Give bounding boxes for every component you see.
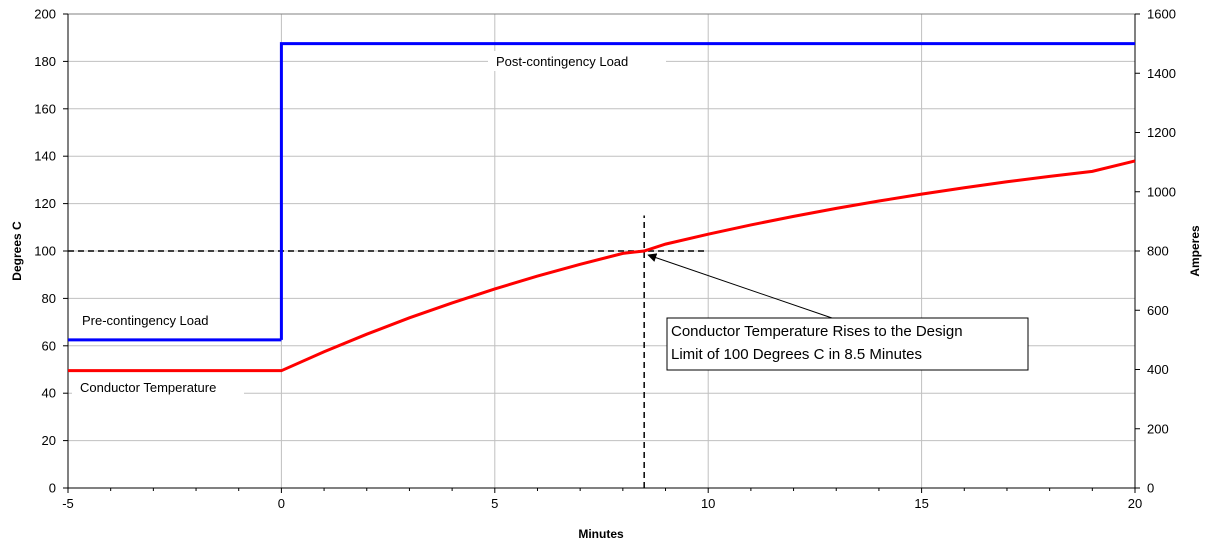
- series-label-background: [488, 51, 666, 71]
- reference-lines: [68, 215, 709, 488]
- y-tick-label: 80: [42, 291, 56, 306]
- annotation: Conductor Temperature Rises to the Desig…: [647, 253, 1029, 371]
- post-contingency-load-line: [279, 42, 1135, 340]
- annotation-line-2: Limit of 100 Degrees C in 8.5 Minutes: [671, 346, 922, 363]
- y-tick-label: 0: [49, 481, 56, 496]
- y2-tick-label: 0: [1147, 481, 1154, 496]
- y2-tick-label: 200: [1147, 421, 1169, 436]
- annotation-line-1: Conductor Temperature Rises to the Desig…: [671, 323, 963, 340]
- annotation-box: [666, 317, 1029, 371]
- y-tick-label: 20: [42, 433, 56, 448]
- y2-tick-label: 800: [1147, 244, 1169, 259]
- x-tick-label: -5: [62, 496, 74, 511]
- y-tick-label: 40: [42, 386, 56, 401]
- y-axis-title: Degrees C: [10, 221, 24, 281]
- y2-tick-label: 600: [1147, 303, 1169, 318]
- y2-tick-label: 1200: [1147, 125, 1176, 140]
- x-tick-label: 15: [914, 496, 928, 511]
- series-lines: [68, 42, 1136, 373]
- x-tick-label: 0: [278, 496, 285, 511]
- y-tick-label: 100: [34, 244, 56, 259]
- series-label-background: [72, 376, 244, 398]
- y-tick-label: 160: [34, 101, 56, 116]
- pre-contingency-load-label: Pre-contingency Load: [82, 313, 208, 328]
- annotation-arrow: [647, 253, 833, 319]
- y-tick-label: 200: [34, 7, 56, 22]
- series-label-background: [74, 309, 236, 331]
- y2-axis-title: Amperes: [1188, 225, 1202, 277]
- y2-tick-label: 1600: [1147, 7, 1176, 22]
- y2-tick-label: 1400: [1147, 66, 1176, 81]
- y2-tick-label: 1000: [1147, 184, 1176, 199]
- x-tick-label: 20: [1128, 496, 1142, 511]
- post-contingency-load-label: Post-contingency Load: [496, 54, 628, 69]
- y-tick-label: 60: [42, 338, 56, 353]
- x-tick-label: 5: [491, 496, 498, 511]
- conductor-temperature-label: Conductor Temperature: [80, 380, 216, 395]
- y2-tick-label: 400: [1147, 362, 1169, 377]
- y-tick-label: 140: [34, 149, 56, 164]
- conductor-temperature-line: [68, 159, 1136, 373]
- y-tick-label: 180: [34, 54, 56, 69]
- series-labels: Pre-contingency Load Post-contingency Loa…: [72, 51, 666, 398]
- x-axis-title: Minutes: [578, 527, 624, 541]
- y-tick-label: 120: [34, 196, 56, 211]
- x-tick-label: 10: [701, 496, 715, 511]
